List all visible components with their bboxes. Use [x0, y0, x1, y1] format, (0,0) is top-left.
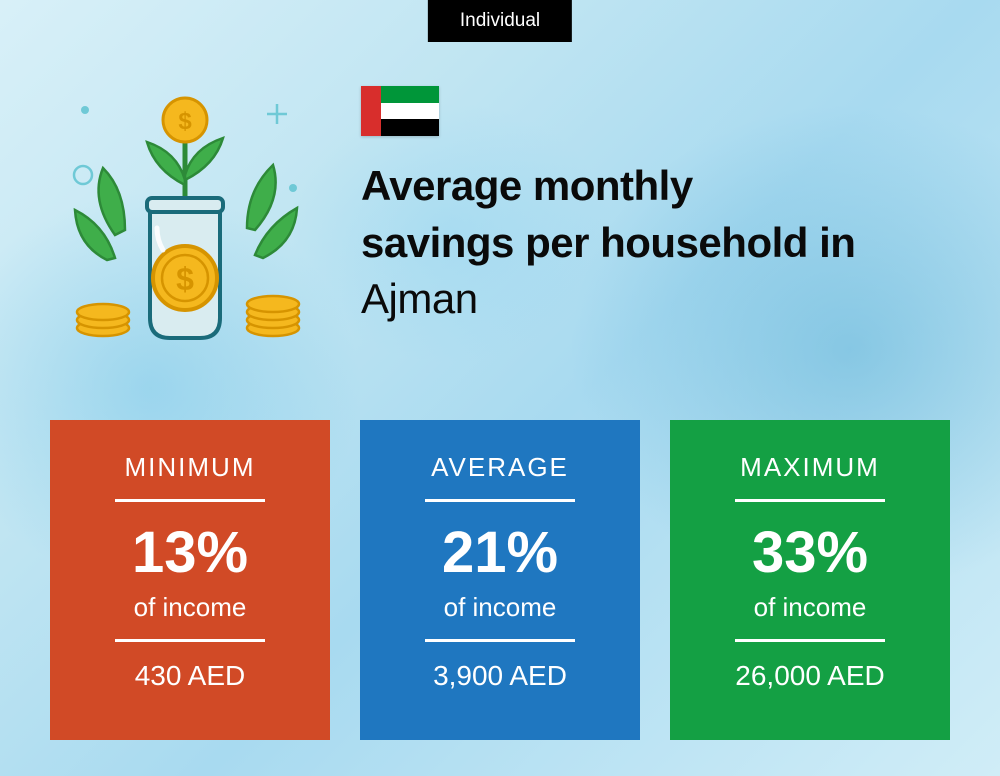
card-percent: 13%	[132, 524, 248, 582]
divider	[115, 639, 265, 642]
card-label: AVERAGE	[431, 452, 569, 483]
card-sub: of income	[754, 592, 867, 623]
divider	[735, 639, 885, 642]
card-amount: 430 AED	[135, 660, 246, 692]
uae-flag-icon	[361, 86, 439, 136]
divider	[425, 639, 575, 642]
divider	[735, 499, 885, 502]
divider	[115, 499, 265, 502]
stat-card-maximum: MAXIMUM 33% of income 26,000 AED	[670, 420, 950, 740]
card-amount: 3,900 AED	[433, 660, 567, 692]
card-sub: of income	[134, 592, 247, 623]
stat-card-average: AVERAGE 21% of income 3,900 AED	[360, 420, 640, 740]
stat-cards-row: MINIMUM 13% of income 430 AED AVERAGE 21…	[50, 420, 950, 740]
svg-text:$: $	[176, 261, 194, 297]
page-title: Average monthly savings per household in…	[361, 158, 941, 328]
card-percent: 33%	[752, 524, 868, 582]
svg-text:$: $	[178, 108, 192, 135]
divider	[425, 499, 575, 502]
card-label: MAXIMUM	[740, 452, 880, 483]
savings-illustration: $ $	[55, 80, 315, 350]
title-line-1: Average monthly	[361, 158, 941, 215]
card-label: MINIMUM	[125, 452, 256, 483]
title-line-2: savings per household in	[361, 215, 941, 272]
card-percent: 21%	[442, 524, 558, 582]
location-name: Ajman	[361, 271, 941, 328]
card-sub: of income	[444, 592, 557, 623]
category-badge: Individual	[428, 0, 572, 42]
stat-card-minimum: MINIMUM 13% of income 430 AED	[50, 420, 330, 740]
card-amount: 26,000 AED	[735, 660, 884, 692]
